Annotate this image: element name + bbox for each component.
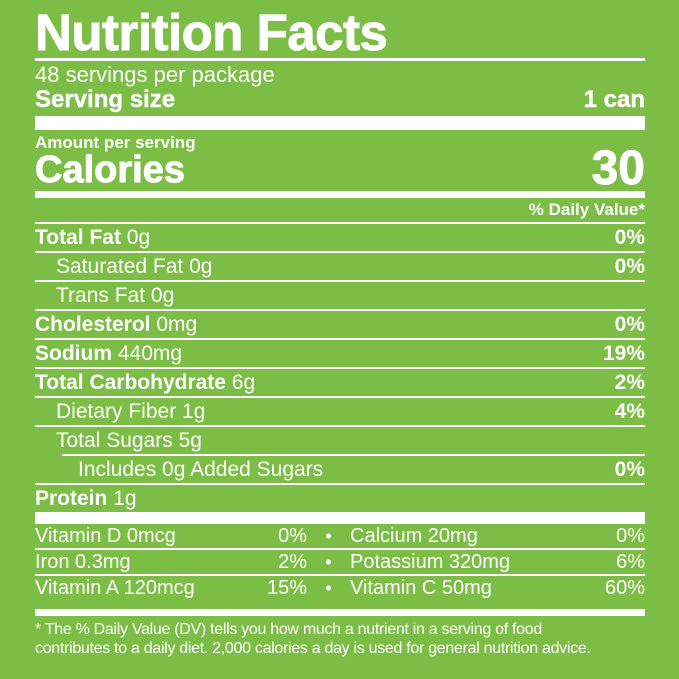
section-divider-bar [35, 512, 645, 524]
row-divider [35, 425, 645, 427]
nutrient-row: Trans Fat 0g [35, 282, 645, 309]
nutrient-name: Trans Fat [56, 283, 146, 307]
bullet-separator: • [325, 551, 332, 572]
nutrient-row: Cholesterol 0mg 0% [35, 311, 645, 338]
nutrient-name: Saturated Fat [56, 254, 184, 278]
nutrient-amount: 440mg [112, 341, 183, 365]
micronutrient-name: Vitamin C 50mg [350, 576, 492, 599]
row-divider [35, 338, 645, 340]
micronutrient-row: Vitamin D 0mcg 0% • Calcium 20mg 0% [35, 524, 645, 548]
nutrient-name-group: Protein 1g [35, 487, 137, 511]
micronutrient-daily-value: 2% [278, 550, 307, 573]
nutrient-name-group: Total Sugars 5g [35, 429, 202, 453]
nutrient-table: Total Fat 0g 0% Saturated Fat 0g 0% Trans Fa… [35, 222, 645, 512]
nutrient-name-group: Total Fat 0g [35, 226, 150, 250]
micronutrient-name: Calcium 20mg [350, 524, 478, 547]
nutrient-daily-value: 4% [614, 399, 645, 423]
section-divider-bar [35, 116, 645, 130]
nutrient-amount: 1g [176, 399, 206, 423]
nutrient-name: Sodium [35, 341, 112, 365]
calories-value: 30 [591, 142, 645, 195]
micronutrient-table: Vitamin D 0mcg 0% • Calcium 20mg 0% Iron 0.3m… [35, 524, 645, 600]
nutrient-name: Total Sugars [56, 428, 173, 452]
nutrient-name-group: Saturated Fat 0g [35, 255, 212, 279]
nutrient-row: Saturated Fat 0g 0% [35, 253, 645, 280]
row-divider [35, 548, 645, 550]
row-divider [35, 367, 645, 369]
row-divider [35, 574, 645, 576]
footnote-line: contributes to a daily diet. 2,000 calor… [35, 640, 591, 657]
nutrient-daily-value: 0% [614, 225, 645, 249]
calories-row: Calories 30 [35, 142, 646, 195]
serving-size-value: 1 can [583, 86, 645, 113]
nutrient-row: Sodium 440mg 19% [35, 340, 645, 367]
nutrition-facts-title: Nutrition Facts [35, 4, 389, 61]
nutrient-name: Protein [35, 486, 108, 510]
nutrient-name-group: Total Carbohydrate 6g [35, 371, 255, 395]
nutrient-name-group: Dietary Fiber 1g [35, 400, 205, 424]
nutrient-daily-value: 0% [614, 457, 645, 481]
nutrient-row: Dietary Fiber 1g 4% [35, 398, 645, 425]
bullet-separator: • [325, 525, 332, 546]
nutrient-daily-value: 19% [602, 341, 645, 365]
footnote: * The % Daily Value (DV) tells you how m… [35, 620, 645, 658]
bullet-separator: • [325, 577, 332, 598]
micronutrient-row: Vitamin A 120mcg 15% • Vitamin C 50mg 60% [35, 576, 645, 600]
nutrient-amount: 0g [145, 283, 175, 307]
row-divider [62, 454, 645, 456]
nutrient-row: Protein 1g [35, 485, 645, 512]
micronutrient-name: Potassium 320mg [350, 550, 511, 573]
daily-value-header: % Daily Value* [528, 200, 645, 219]
micronutrient-daily-value: 15% [266, 576, 307, 599]
title-divider [35, 58, 645, 61]
row-divider [35, 396, 645, 398]
servings-per-package: 48 servings per package [35, 62, 275, 87]
nutrient-daily-value: 2% [614, 370, 645, 394]
nutrient-row: Total Fat 0g 0% [35, 224, 645, 251]
nutrient-name: Dietary Fiber [56, 399, 177, 423]
row-divider [35, 280, 645, 282]
micronutrient-daily-value: 0% [616, 524, 645, 547]
micronutrient-daily-value: 60% [604, 576, 645, 599]
nutrient-amount: 0g [120, 225, 151, 249]
amount-per-serving-label: Amount per serving [35, 133, 196, 152]
serving-size-row: Serving size 1 can [35, 86, 645, 113]
serving-size-label: Serving size [35, 86, 176, 113]
nutrient-name-group: Trans Fat 0g [35, 284, 174, 308]
nutrient-name-group: Cholesterol 0mg [35, 313, 197, 337]
row-divider [35, 251, 645, 253]
micronutrient-daily-value: 6% [616, 550, 645, 573]
section-divider-bar [35, 609, 645, 616]
row-divider [35, 309, 645, 311]
nutrient-amount: 6g [225, 370, 256, 394]
nutrient-amount: 5g [172, 428, 202, 452]
nutrient-row: Includes 0g Added Sugars 0% [35, 456, 645, 483]
nutrient-daily-value: 0% [614, 312, 645, 336]
micronutrient-name: Vitamin A 120mcg [35, 576, 195, 599]
nutrient-name: Total Carbohydrate [35, 370, 226, 394]
nutrient-name: Includes 0g Added Sugars [78, 457, 324, 481]
micronutrient-name: Vitamin D 0mcg [35, 524, 176, 547]
section-divider-bar [35, 191, 645, 198]
nutrient-daily-value: 0% [614, 254, 645, 278]
nutrient-row: Total Carbohydrate 6g 2% [35, 369, 645, 396]
row-divider [35, 222, 645, 224]
nutrient-amount: 0mg [150, 312, 198, 336]
micronutrient-row: Iron 0.3mg 2% • Potassium 320mg 6% [35, 550, 645, 574]
nutrient-name-group: Sodium 440mg [35, 342, 182, 366]
row-divider [35, 483, 645, 485]
calories-label: Calories [35, 149, 186, 191]
nutrient-name: Cholesterol [35, 312, 151, 336]
micronutrient-name: Iron 0.3mg [35, 550, 131, 573]
micronutrient-daily-value: 0% [278, 524, 307, 547]
nutrient-row: Total Sugars 5g [35, 427, 645, 454]
nutrient-name: Total Fat [35, 225, 121, 249]
nutrient-amount: 1g [107, 486, 137, 510]
nutrient-name-group: Includes 0g Added Sugars [35, 458, 323, 482]
footnote-line: * The % Daily Value (DV) tells you how m… [35, 621, 542, 638]
nutrient-amount: 0g [183, 254, 213, 278]
